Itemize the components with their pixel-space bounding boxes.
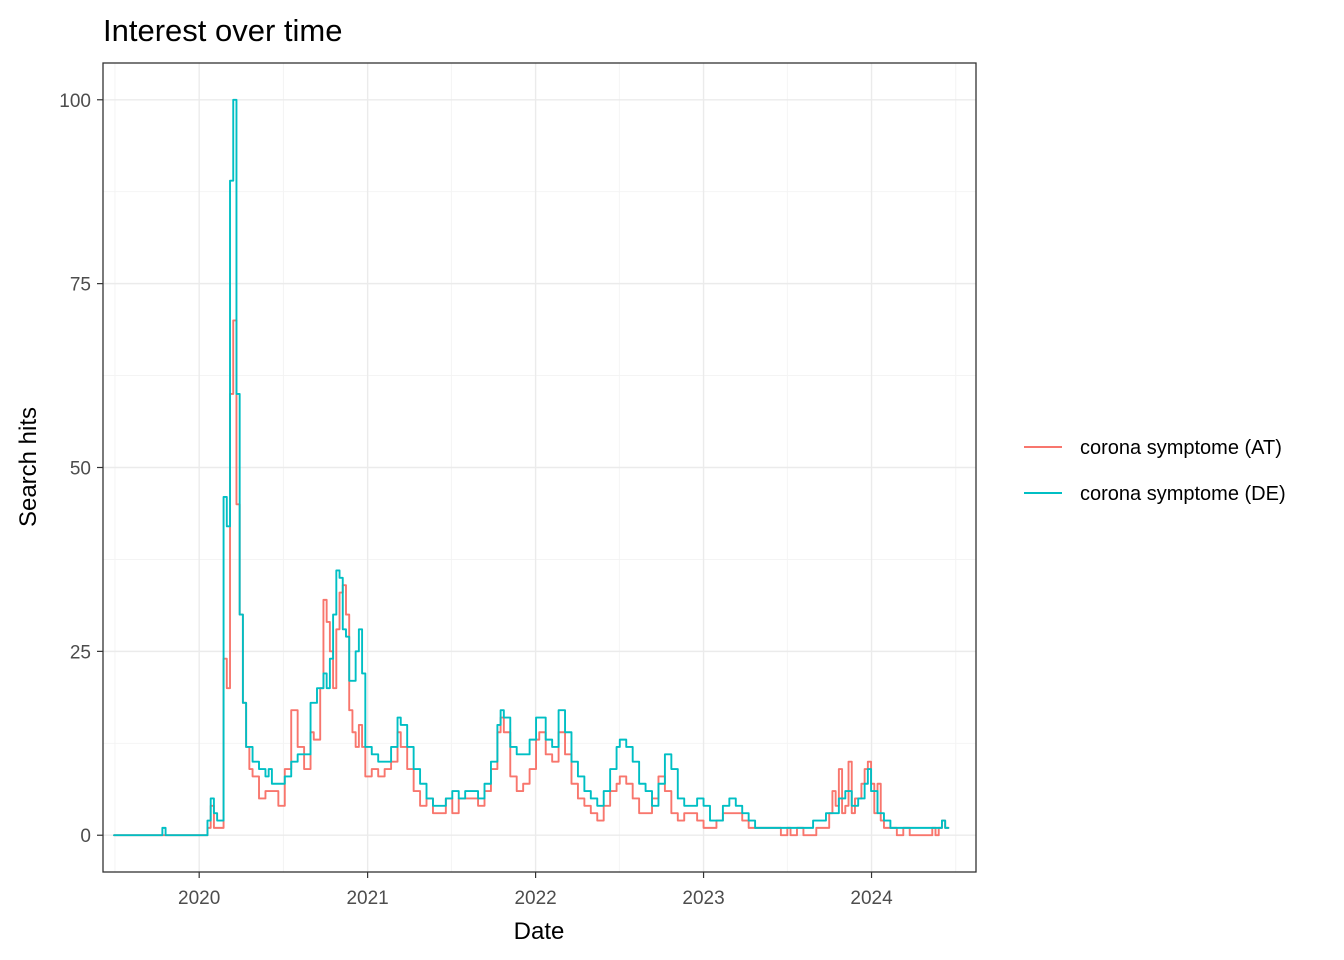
- x-axis: 2020 2021 2022 2023 2024: [178, 872, 893, 909]
- y-tick-label: 75: [70, 275, 91, 296]
- x-axis-title: Date: [514, 918, 565, 945]
- y-tick-label: 50: [70, 459, 91, 480]
- y-axis-title: Search hits: [15, 407, 42, 527]
- x-tick-label: 2024: [850, 888, 893, 909]
- legend-label-1: corona symptome (AT): [1080, 437, 1282, 459]
- x-tick-label: 2021: [346, 888, 388, 909]
- y-axis: 0 25 50 75 100: [59, 91, 103, 847]
- x-tick-label: 2020: [178, 888, 220, 909]
- chart-title: Interest over time: [103, 13, 342, 48]
- x-tick-label: 2022: [514, 888, 556, 909]
- y-tick-label: 100: [59, 91, 91, 112]
- series-line-1: [113, 319, 950, 837]
- legend: corona symptome (AT) corona symptome (DE): [1024, 437, 1286, 505]
- y-tick-label: 25: [70, 642, 91, 663]
- series-line-2: [113, 98, 950, 837]
- series-lines: [113, 98, 950, 837]
- legend-label-2: corona symptome (DE): [1080, 483, 1286, 505]
- major-gridlines: [103, 63, 976, 872]
- x-tick-label: 2023: [682, 888, 724, 909]
- y-tick-label: 0: [80, 826, 91, 847]
